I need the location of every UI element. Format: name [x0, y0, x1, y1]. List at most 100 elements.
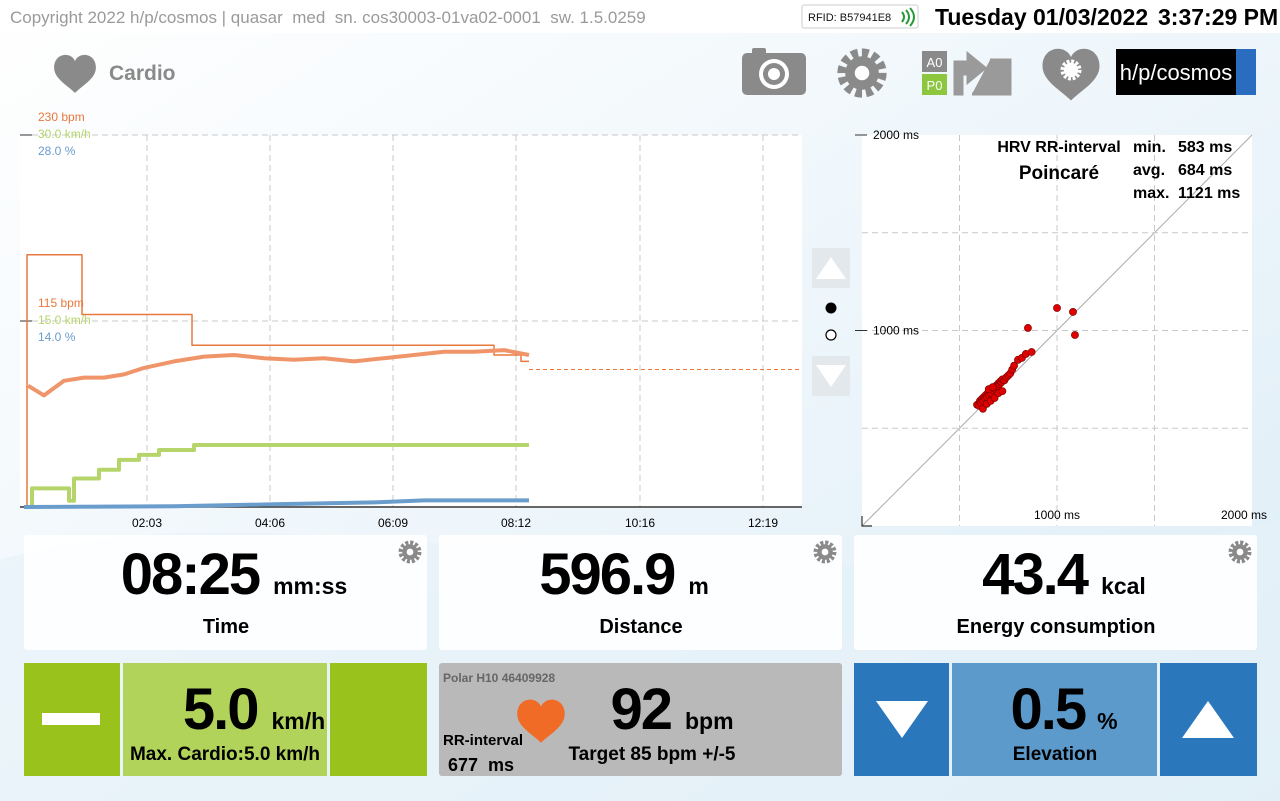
series-line — [27, 443, 529, 509]
rr-label: RR-interval — [443, 732, 523, 749]
unit: km/h — [271, 708, 325, 734]
trend-chart: 02:03 04:06 06:09 08:12 10:16 12:19 115 bpm 230… — [20, 110, 802, 530]
value: 5.0 — [183, 677, 258, 742]
x-tick-label: 12:19 — [748, 516, 778, 530]
page-dot-active — [825, 302, 837, 314]
heart-value: 92 bpm — [610, 677, 733, 742]
tile-settings[interactable] — [401, 543, 420, 562]
unit: kcal — [1101, 573, 1146, 599]
elevation-value: 0.5% — [1010, 677, 1117, 742]
speed-up-button[interactable] — [330, 663, 427, 776]
target: Target 85 bpm +/-5 — [568, 744, 735, 765]
sensor: Polar H10 46409928 — [443, 671, 555, 685]
brand: h/p/cosmos — [1120, 60, 1233, 85]
page-dot — [825, 329, 837, 341]
stat-label: max. — [1133, 185, 1169, 202]
poincare-axis — [861, 516, 872, 527]
x-tick-label: 2000 ms — [1221, 508, 1267, 522]
point — [1053, 304, 1061, 312]
y-tick-label: 1000 ms — [873, 324, 919, 338]
speed-value: 5.0 km/h — [183, 677, 325, 742]
a0-label: A0 — [927, 55, 943, 70]
tile-settings[interactable] — [1231, 543, 1250, 562]
poincare-subtitle: HRV RR-interval — [997, 139, 1120, 156]
heart-panel — [439, 663, 842, 776]
value: 92 — [610, 677, 671, 742]
poincare-chart: 1000 ms 2000 ms 1000 ms 2000 ms — [855, 128, 1267, 526]
stat-label: min. — [1133, 139, 1166, 156]
stat-value: 684 ms — [1178, 162, 1232, 179]
scroll-down-button[interactable] — [812, 356, 850, 396]
clock: 3:37:29 PM — [1158, 4, 1278, 30]
stat-value: 1121 ms — [1178, 185, 1240, 202]
rfid-box — [801, 4, 919, 29]
energy-tile[interactable]: 43.4 kcal Energy consumption — [854, 535, 1257, 650]
rfid-icon — [901, 7, 915, 27]
tile-settings[interactable] — [816, 543, 835, 562]
poincare-title: Poincaré — [1019, 163, 1099, 184]
p0-label: P0 — [927, 78, 943, 93]
point — [998, 387, 1007, 396]
value: 43.4 — [982, 542, 1089, 607]
y-tick-label: 30.0 km/h — [38, 127, 91, 141]
date: 01/03/2022 — [1033, 4, 1148, 30]
x-tick-label: 1000 ms — [1034, 508, 1080, 522]
x-tick-label: 06:09 — [378, 516, 408, 530]
stat-value: 583 ms — [1178, 139, 1232, 156]
point — [1027, 348, 1036, 356]
tile-label: Energy consumption — [957, 616, 1156, 638]
copyright: Copyright 2022 h/p/cosmos | quasar med s… — [10, 8, 646, 27]
brand-box — [1116, 49, 1236, 95]
header-bar — [0, 0, 1280, 33]
day: Tuesday — [935, 4, 1027, 30]
elevation-down-button[interactable] — [854, 663, 949, 776]
value: 596.9 — [539, 542, 675, 607]
series-line — [23, 498, 529, 509]
scroll-up-button[interactable] — [812, 248, 850, 288]
settings-button[interactable] — [842, 53, 882, 93]
time-tile[interactable]: 08:25 mm:ss Time — [24, 535, 427, 650]
elevation-panel — [952, 663, 1157, 776]
unit: m — [688, 573, 708, 599]
tile-value: 08:25 mm:ss — [121, 542, 348, 607]
y-tick-label: 28.0 % — [38, 144, 76, 158]
y-tick-label: 2000 ms — [873, 128, 919, 142]
x-tick-label: 10:16 — [625, 516, 655, 530]
x-tick-label: 02:03 — [132, 516, 162, 530]
y-tick-label: 14.0 % — [38, 330, 76, 344]
point — [1010, 361, 1018, 370]
tile-value: 43.4 kcal — [982, 542, 1146, 607]
x-tick-label: 04:06 — [255, 516, 285, 530]
unit: mm:ss — [273, 573, 347, 599]
ap-button[interactable] — [922, 50, 1012, 96]
speed-label: Max. Cardio:5.0 km/h — [130, 744, 320, 765]
tile-value: 596.9 m — [539, 542, 709, 607]
point — [988, 383, 997, 392]
camera-button[interactable] — [742, 48, 806, 95]
point — [1024, 324, 1032, 332]
speed-down-button[interactable] — [24, 663, 120, 776]
rr-value: 677 ms — [448, 755, 514, 775]
rfid: RFID: B57941E8 — [808, 12, 891, 24]
series-line — [26, 253, 529, 507]
value: 0.5 — [1010, 677, 1085, 742]
brand-strip — [1236, 49, 1256, 95]
y-tick-label: 15.0 km/h — [38, 313, 91, 327]
elevation-label: Elevation — [1013, 744, 1097, 765]
value: 08:25 — [121, 542, 260, 607]
point — [1069, 308, 1077, 316]
unit: bpm — [685, 708, 734, 734]
speed-panel — [123, 663, 327, 776]
elevation-up-button[interactable] — [1160, 663, 1257, 776]
point — [1071, 331, 1079, 339]
x-tick-label: 08:12 — [501, 516, 531, 530]
unit: % — [1097, 708, 1117, 734]
tile-label: Time — [203, 616, 249, 638]
y-tick-label: 230 bpm — [38, 110, 85, 124]
distance-tile[interactable]: 596.9 m Distance — [439, 535, 842, 650]
mode: Cardio — [109, 62, 176, 85]
tile-label: Distance — [599, 616, 682, 638]
y-tick-label: 115 bpm — [38, 296, 84, 310]
